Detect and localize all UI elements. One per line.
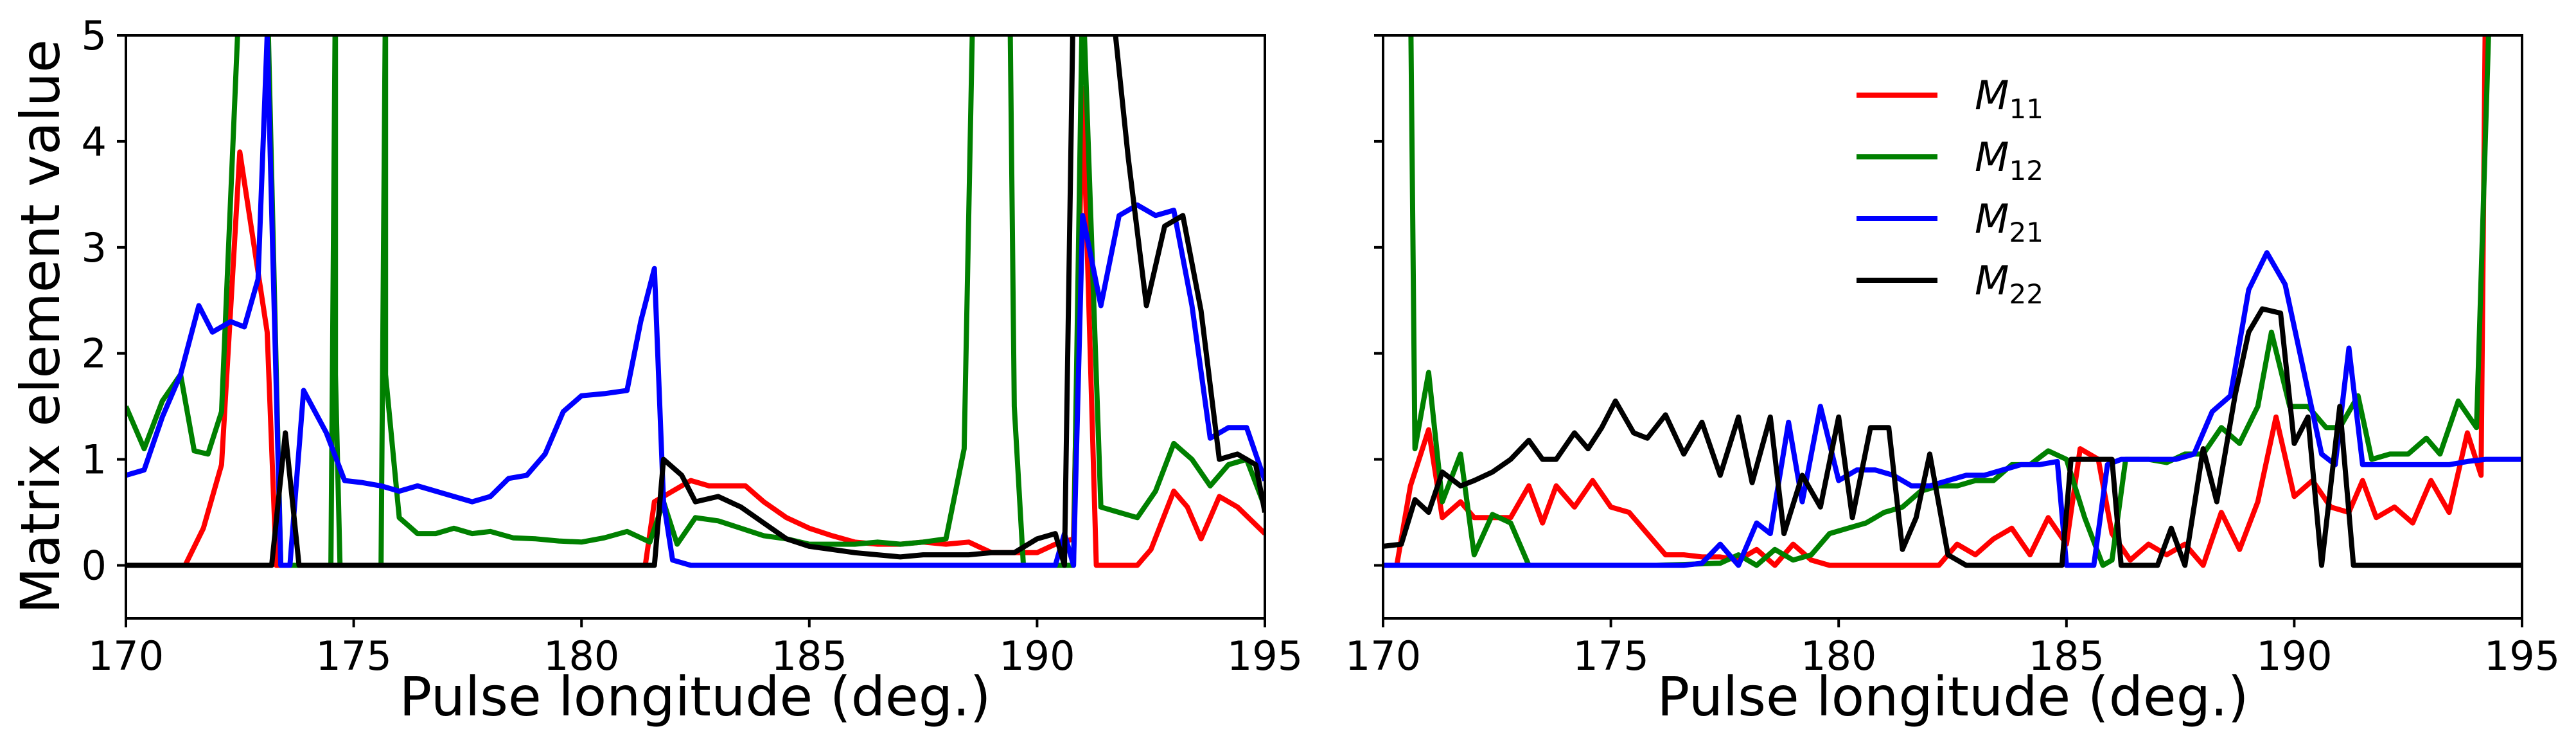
right-x-tick-label: 195 <box>2484 633 2560 679</box>
left-y-tick-label: 2 <box>82 330 107 377</box>
left-y-tick-label: 0 <box>82 543 107 589</box>
left-plot-area <box>126 35 1265 568</box>
right-x-tick-label: 175 <box>1573 633 1648 679</box>
left-y-tick-label: 4 <box>82 118 107 165</box>
legend-label-m12: M12 <box>1975 134 2043 186</box>
right-x-tick-label: 170 <box>1345 633 1421 679</box>
right-series-m21 <box>1383 250 2522 568</box>
legend-entry-m21: M21 <box>1857 195 2043 248</box>
left-series-m21 <box>126 35 1265 568</box>
right-x-tick-label: 190 <box>2256 633 2332 679</box>
left-x-tick-label: 175 <box>315 633 391 679</box>
legend: M11 M12 M21 M22 <box>1857 72 2043 310</box>
left-x-tick-label: 185 <box>772 633 847 679</box>
left-axes-frame <box>125 34 1266 620</box>
legend-label-m22: M22 <box>1975 257 2043 310</box>
left-y-tick-label: 3 <box>82 224 107 271</box>
legend-entry-m11: M11 <box>1857 72 2043 125</box>
left-x-tick-label: 195 <box>1227 633 1303 679</box>
right-plot-area <box>1383 35 2522 568</box>
right-axes-frame <box>1382 34 2523 620</box>
left-panel: 170 175 180 185 190 195 0 1 2 3 4 5 Pulse longitud… <box>9 12 1303 728</box>
right-panel: 170 175 180 185 190 195 Pulse longitude (deg.… <box>1345 34 2560 728</box>
left-x-tick-label: 170 <box>88 633 164 679</box>
left-x-tick-label: 180 <box>543 633 619 679</box>
left-x-axis-label: Pulse longitude (deg.) <box>400 665 991 728</box>
right-x-ticks: 170 175 180 185 190 195 <box>1345 618 2560 679</box>
legend-label-m21: M21 <box>1975 195 2043 248</box>
y-axis-label: Matrix element value <box>9 39 72 614</box>
left-x-ticks: 170 175 180 185 190 195 <box>88 618 1303 679</box>
left-y-tick-label: 1 <box>82 436 107 483</box>
legend-entry-m22: M22 <box>1857 257 2043 310</box>
right-series-m22 <box>1383 306 2522 568</box>
right-x-tick-label: 180 <box>1801 633 1876 679</box>
left-y-tick-label: 5 <box>82 12 107 59</box>
right-x-tick-label: 185 <box>2029 633 2104 679</box>
left-series-m22 <box>126 35 1265 568</box>
left-x-tick-label: 190 <box>999 633 1075 679</box>
left-y-ticks: 0 1 2 3 4 5 <box>82 12 126 589</box>
right-y-ticks <box>1374 34 1383 567</box>
right-x-axis-label: Pulse longitude (deg.) <box>1657 665 2249 728</box>
legend-label-m11: M11 <box>1975 72 2043 125</box>
right-series-m11 <box>1383 35 2488 568</box>
legend-entry-m12: M12 <box>1857 134 2043 186</box>
